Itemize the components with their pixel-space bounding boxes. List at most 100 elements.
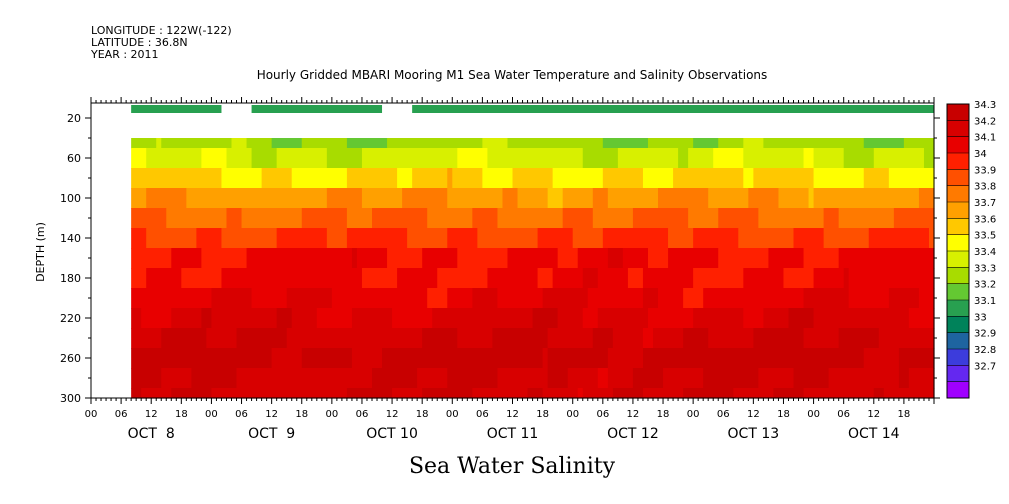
salinity-cell xyxy=(848,348,855,369)
salinity-cell xyxy=(527,228,534,249)
salinity-cell xyxy=(492,328,499,349)
salinity-cell xyxy=(512,208,519,229)
salinity-cell xyxy=(622,228,629,249)
salinity-cell xyxy=(868,288,875,309)
salinity-cell xyxy=(221,138,228,149)
salinity-cell xyxy=(658,268,664,289)
salinity-cell xyxy=(321,268,328,289)
salinity-cell xyxy=(617,228,624,249)
salinity-cell xyxy=(331,388,338,399)
salinity-cell xyxy=(663,148,669,169)
salinity-cell xyxy=(913,188,920,209)
x-hour-label: 06 xyxy=(837,409,850,420)
salinity-cell xyxy=(928,348,935,369)
salinity-cell xyxy=(361,288,368,309)
salinity-cell xyxy=(582,228,589,249)
salinity-cell xyxy=(823,348,830,369)
salinity-cell xyxy=(256,368,263,389)
salinity-cell xyxy=(417,148,423,169)
salinity-cell xyxy=(492,348,499,369)
salinity-cell xyxy=(688,188,694,209)
salinity-cell xyxy=(201,328,208,349)
salinity-cell xyxy=(497,208,504,229)
salinity-cell xyxy=(356,188,363,209)
salinity-cell xyxy=(346,328,353,349)
salinity-cell xyxy=(908,308,915,329)
salinity-cell xyxy=(477,248,483,269)
salinity-cell xyxy=(888,288,895,309)
salinity-cell xyxy=(668,248,674,269)
salinity-cell xyxy=(281,148,288,169)
salinity-cell xyxy=(306,208,313,229)
salinity-cell xyxy=(301,308,308,329)
salinity-cell xyxy=(392,328,398,349)
salinity-cell xyxy=(472,308,478,329)
salinity-cell xyxy=(577,168,584,189)
salinity-cell xyxy=(642,388,649,399)
salinity-cell xyxy=(301,168,308,189)
colorbar-swatch xyxy=(947,381,969,399)
surface-segment-2 xyxy=(412,105,935,113)
salinity-cell xyxy=(131,188,137,209)
salinity-cell xyxy=(738,288,744,309)
salinity-cell xyxy=(351,328,358,349)
salinity-cell xyxy=(236,248,243,269)
salinity-cell xyxy=(632,168,639,189)
salinity-cell xyxy=(798,288,805,309)
salinity-cell xyxy=(698,288,704,309)
salinity-cell xyxy=(502,248,509,269)
salinity-cell xyxy=(773,208,780,229)
salinity-cell xyxy=(758,308,764,329)
salinity-cell xyxy=(688,148,694,169)
salinity-cell xyxy=(637,328,644,349)
salinity-cell xyxy=(653,188,659,209)
salinity-cell xyxy=(527,348,534,369)
salinity-cell xyxy=(372,308,378,329)
salinity-cell xyxy=(341,368,348,389)
salinity-cell xyxy=(387,268,393,289)
salinity-cell xyxy=(898,148,905,169)
salinity-cell xyxy=(522,168,529,189)
salinity-cell xyxy=(612,148,619,169)
salinity-cell xyxy=(753,308,759,329)
colorbar-label: 34.3 xyxy=(974,100,996,111)
salinity-cell xyxy=(311,208,318,229)
salinity-cell xyxy=(462,288,468,309)
salinity-cell xyxy=(883,348,890,369)
salinity-cell xyxy=(798,268,805,289)
salinity-cell xyxy=(472,348,478,369)
salinity-cell xyxy=(281,248,288,269)
salinity-cell xyxy=(397,268,403,289)
salinity-cell xyxy=(141,268,147,289)
salinity-cell xyxy=(131,138,137,149)
salinity-cell xyxy=(151,308,157,329)
salinity-cell xyxy=(582,248,589,269)
salinity-cell xyxy=(647,138,654,149)
salinity-cell xyxy=(156,348,162,369)
salinity-cell xyxy=(768,248,775,269)
salinity-cell xyxy=(703,368,709,389)
salinity-cell xyxy=(833,388,840,399)
salinity-cell xyxy=(321,248,328,269)
salinity-cell xyxy=(708,388,714,399)
colorbar-label: 33.5 xyxy=(974,231,996,242)
salinity-cell xyxy=(366,188,373,209)
salinity-cell xyxy=(838,138,845,149)
salinity-cell xyxy=(883,188,890,209)
salinity-cell xyxy=(281,368,288,389)
salinity-cell xyxy=(883,388,890,399)
salinity-cell xyxy=(171,148,177,169)
salinity-cell xyxy=(562,138,569,149)
salinity-cell xyxy=(913,308,920,329)
salinity-cell xyxy=(181,368,187,389)
salinity-cell xyxy=(622,368,629,389)
salinity-cell xyxy=(818,148,825,169)
salinity-cell xyxy=(351,388,358,399)
salinity-cell xyxy=(261,268,268,289)
salinity-cell xyxy=(863,348,870,369)
salinity-cell xyxy=(773,168,780,189)
salinity-cell xyxy=(226,148,233,169)
salinity-cell xyxy=(492,168,499,189)
salinity-cell xyxy=(271,348,278,369)
salinity-cell xyxy=(622,308,629,329)
